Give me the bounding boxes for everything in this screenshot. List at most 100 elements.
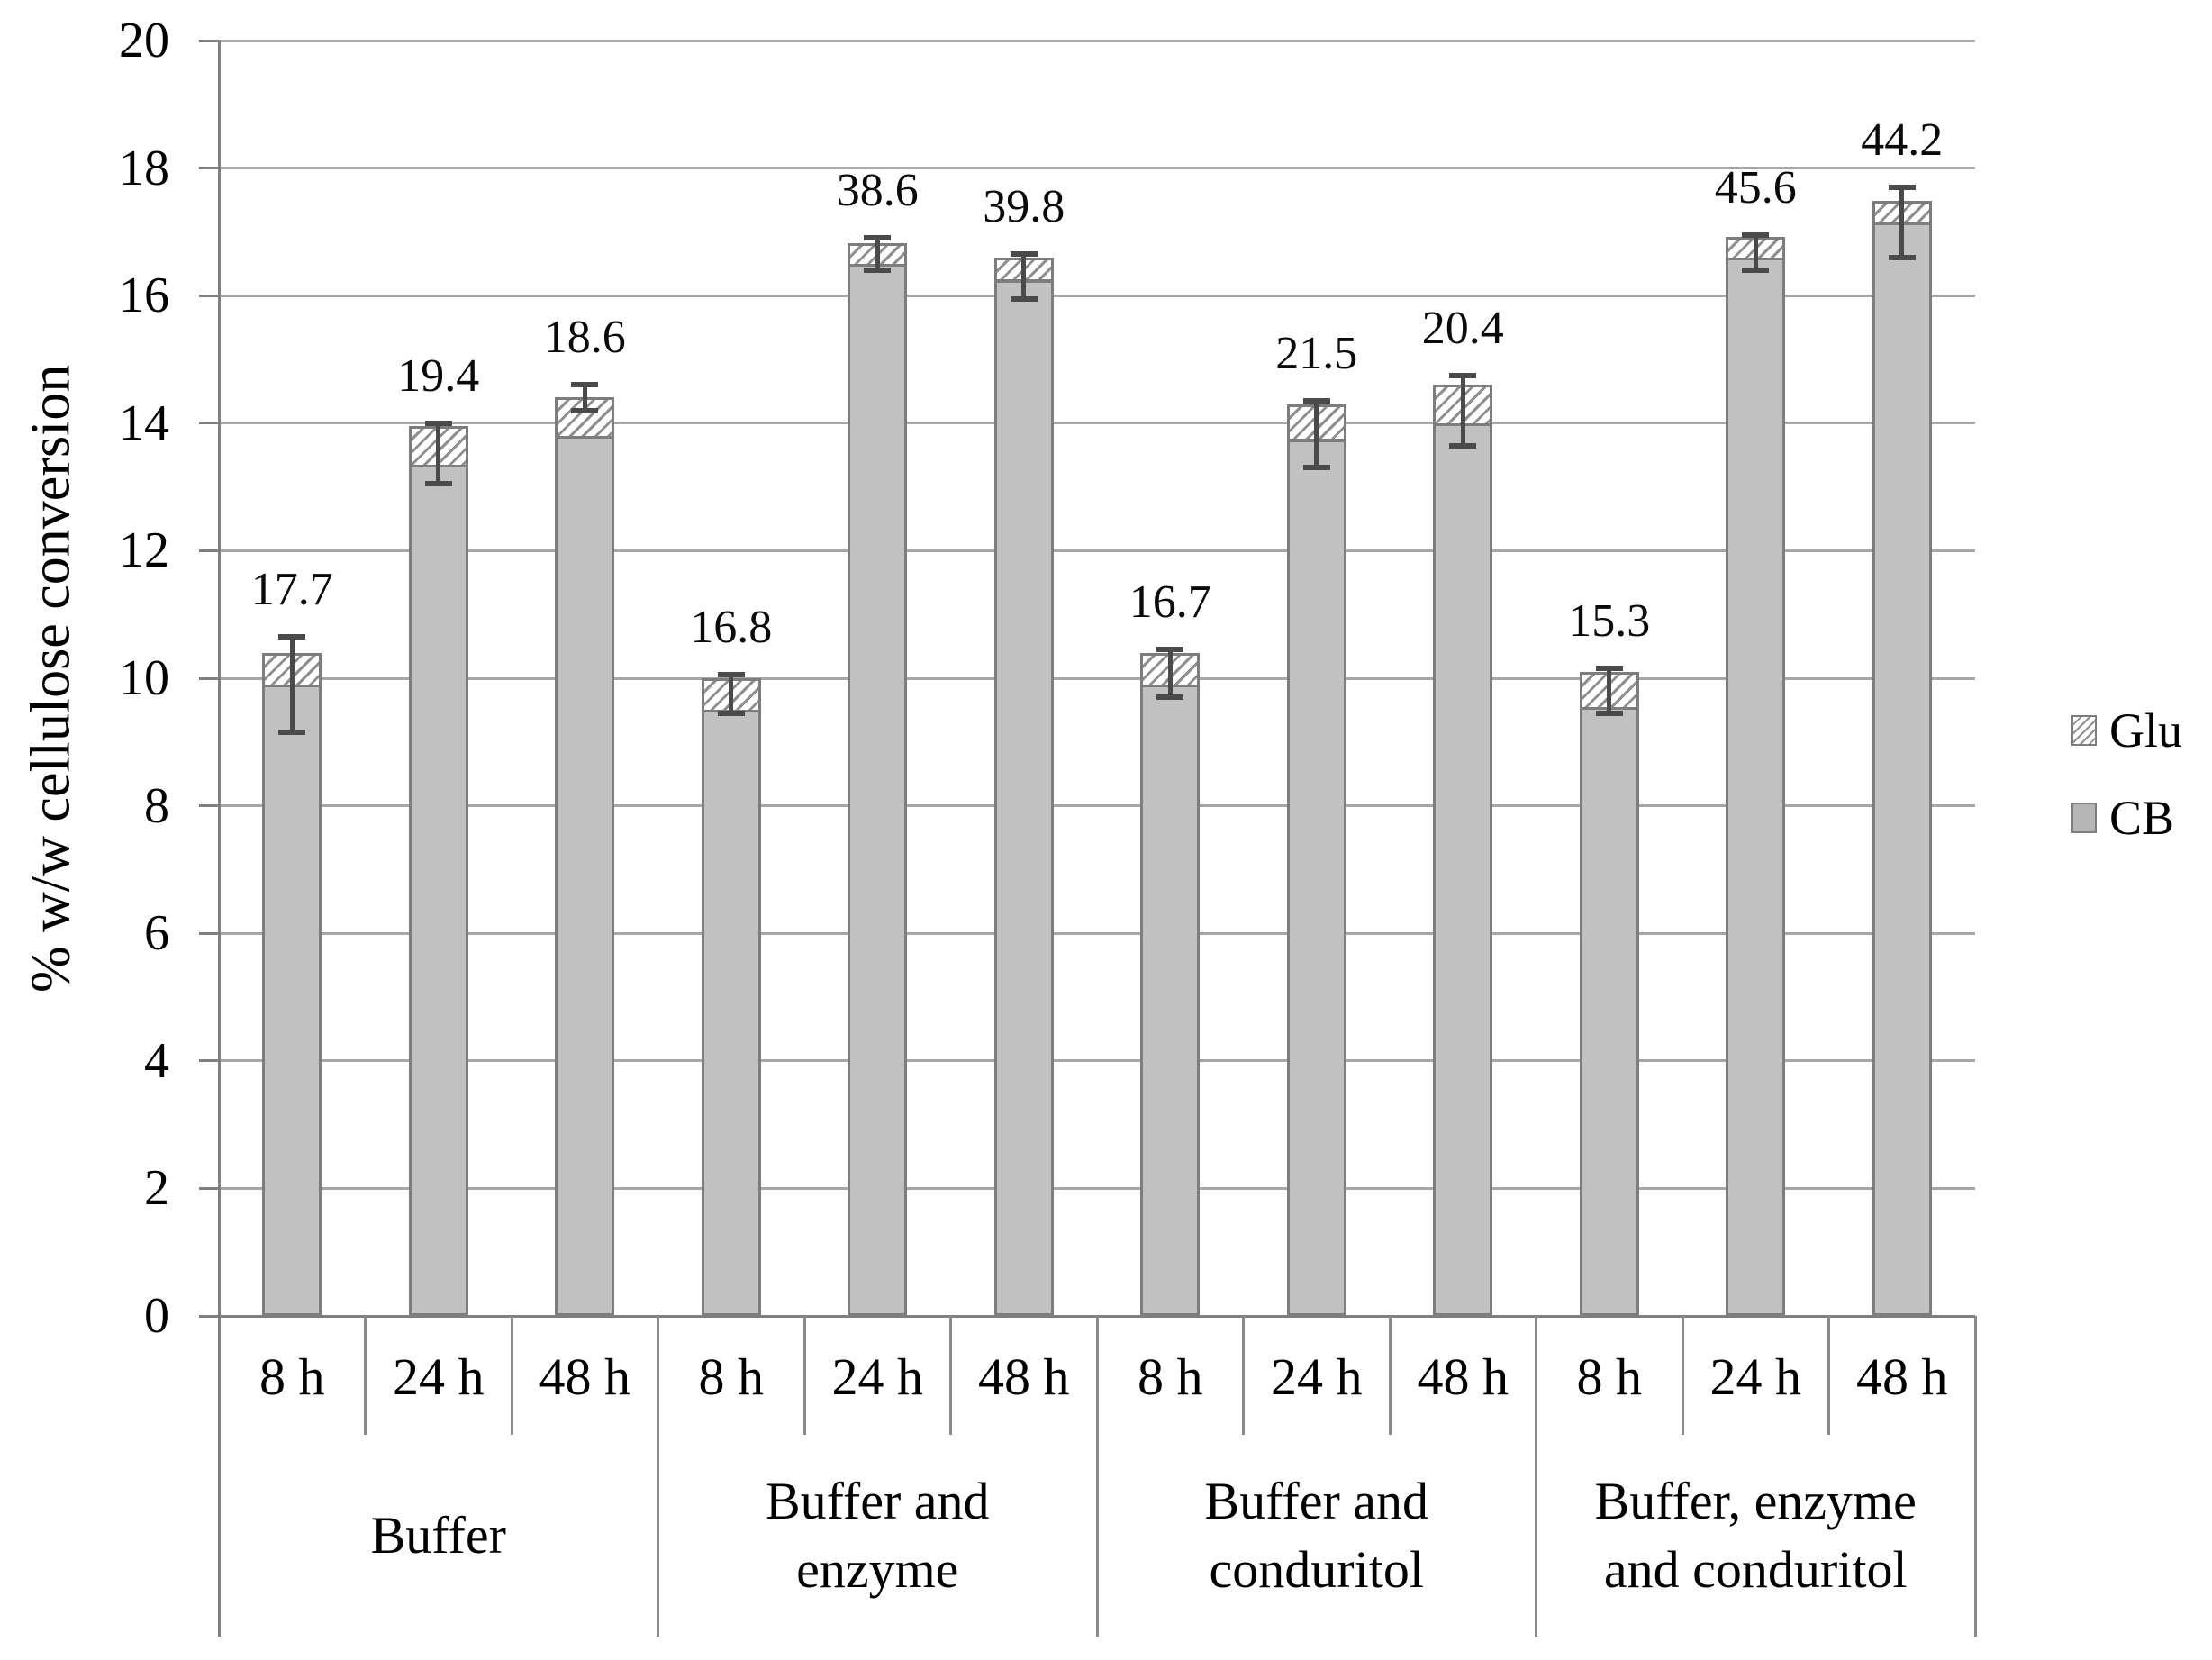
error-bar-cap-top (1888, 184, 1916, 190)
gridline (219, 1059, 1975, 1063)
bar-segment-cb (555, 435, 615, 1316)
bar-segment-cb (1872, 222, 1932, 1316)
gridline (219, 39, 1975, 42)
bar-segment-cb (1140, 685, 1201, 1316)
x-axis-group-label-line: Buffer and (1204, 1472, 1429, 1530)
error-bar-line (582, 385, 587, 411)
error-bar-cap-top (1302, 398, 1330, 404)
x-axis-group-label-line: Buffer (370, 1506, 506, 1565)
error-bar-cap-bottom (571, 407, 599, 413)
time-cell-separator (949, 1316, 952, 1435)
bar-value-label: 18.6 (543, 312, 626, 364)
time-cell-separator (802, 1316, 806, 1435)
x-axis-group-label: Buffer and enzyme (658, 1435, 1098, 1637)
error-bar-line (729, 675, 734, 713)
time-cell-separator (1681, 1316, 1684, 1435)
error-bar-cap-bottom (1742, 267, 1770, 273)
gridline (219, 931, 1975, 935)
time-cell-separator (364, 1316, 367, 1435)
time-cell-separator (1388, 1316, 1392, 1435)
x-axis-time-label: 24 h (1709, 1347, 1802, 1406)
bar-segment-cb (993, 279, 1054, 1316)
error-bar-line (1460, 375, 1465, 446)
bar-segment-cb (262, 685, 322, 1316)
y-axis-line (217, 41, 221, 1637)
y-axis-tick-label: 16 (119, 268, 169, 324)
error-bar-line (875, 238, 880, 270)
error-bar-cap-bottom (1888, 254, 1916, 260)
bar-value-label: 39.8 (983, 181, 1065, 233)
group-separator (1095, 1316, 1099, 1637)
x-axis-time-label: 48 h (539, 1347, 631, 1406)
bar-value-label: 45.6 (1714, 161, 1797, 213)
x-axis-group-label-line: Buffer, enzyme (1594, 1472, 1917, 1530)
bar-segment-cb (1433, 422, 1493, 1316)
x-axis-time-label: 48 h (1417, 1347, 1509, 1406)
bar-segment-cb (848, 263, 908, 1316)
bar-segment-cb (1726, 257, 1786, 1316)
y-axis-tick-label: 0 (144, 1288, 169, 1344)
y-axis-tick (199, 931, 219, 935)
x-axis-group-label: Buffer and conduritol (1097, 1435, 1537, 1637)
error-bar-cap-top (1595, 666, 1623, 672)
error-bar-line (436, 422, 441, 485)
gridline (219, 676, 1975, 680)
x-axis-group-label-line: Buffer and (765, 1472, 990, 1530)
y-axis-tick (199, 1059, 219, 1063)
y-axis-tick-label: 10 (119, 650, 169, 706)
gridline (219, 549, 1975, 552)
x-axis-time-label: 8 h (1576, 1347, 1643, 1406)
x-axis-time-label: 8 h (1138, 1347, 1203, 1406)
time-cell-separator (510, 1316, 513, 1435)
y-axis-tick-label: 4 (144, 1032, 169, 1089)
bar-segment-cb (1579, 706, 1639, 1316)
y-axis-tick (199, 422, 219, 425)
y-axis-tick-label: 20 (119, 13, 169, 68)
y-axis-tick (199, 39, 219, 42)
y-axis-tick (199, 1314, 219, 1318)
bar-value-label: 21.5 (1275, 328, 1358, 380)
legend-swatch-glu-icon (2071, 715, 2097, 746)
error-bar-cap-top (717, 672, 745, 678)
group-separator (1973, 1316, 1977, 1637)
bar-value-label: 19.4 (397, 349, 480, 402)
error-bar-cap-top (864, 235, 892, 241)
group-separator (657, 1316, 659, 1637)
error-bar-line (1314, 401, 1319, 468)
x-axis-group-label: Buffer, enzyme and conduritol (1537, 1435, 1976, 1637)
legend-swatch-cb-icon (2071, 803, 2097, 833)
y-axis-tick (199, 549, 219, 552)
error-bar-cap-bottom (717, 710, 745, 716)
x-axis-group-label-line: and conduritol (1603, 1540, 1908, 1599)
error-bar-cap-top (424, 420, 452, 426)
bar-value-label: 44.2 (1861, 113, 1944, 166)
y-axis-tick (199, 294, 219, 297)
y-axis-tick (199, 167, 219, 170)
bar-value-label: 16.8 (690, 602, 773, 654)
time-cell-separator (1827, 1316, 1830, 1435)
x-axis-time-label: 48 h (978, 1347, 1070, 1406)
y-axis-tick (199, 804, 219, 808)
error-bar-cap-top (1156, 647, 1184, 653)
error-bar-cap-bottom (1156, 694, 1184, 701)
y-axis-tick-label: 8 (144, 777, 169, 834)
time-cell-separator (1242, 1316, 1245, 1435)
bar-value-label: 38.6 (836, 165, 919, 217)
gridline (219, 294, 1975, 297)
x-axis-time-label: 8 h (698, 1347, 765, 1406)
error-bar-cap-bottom (1595, 710, 1623, 716)
error-bar-cap-bottom (1010, 295, 1038, 302)
error-bar-cap-bottom (1302, 465, 1330, 471)
error-bar-cap-bottom (278, 730, 306, 736)
y-axis-tick-label: 2 (144, 1160, 169, 1217)
group-separator (1535, 1316, 1537, 1637)
error-bar-cap-bottom (864, 267, 892, 273)
x-axis-time-label: 24 h (831, 1347, 924, 1406)
legend-item-cb: CB (2071, 793, 2174, 843)
y-axis-tick-label: 12 (119, 522, 169, 579)
x-axis-group-label: Buffer (219, 1435, 658, 1637)
x-axis-group-label-line: enzyme (796, 1540, 959, 1599)
legend-label-glu: Glu (2109, 703, 2182, 757)
bar-value-label: 17.7 (250, 563, 333, 615)
